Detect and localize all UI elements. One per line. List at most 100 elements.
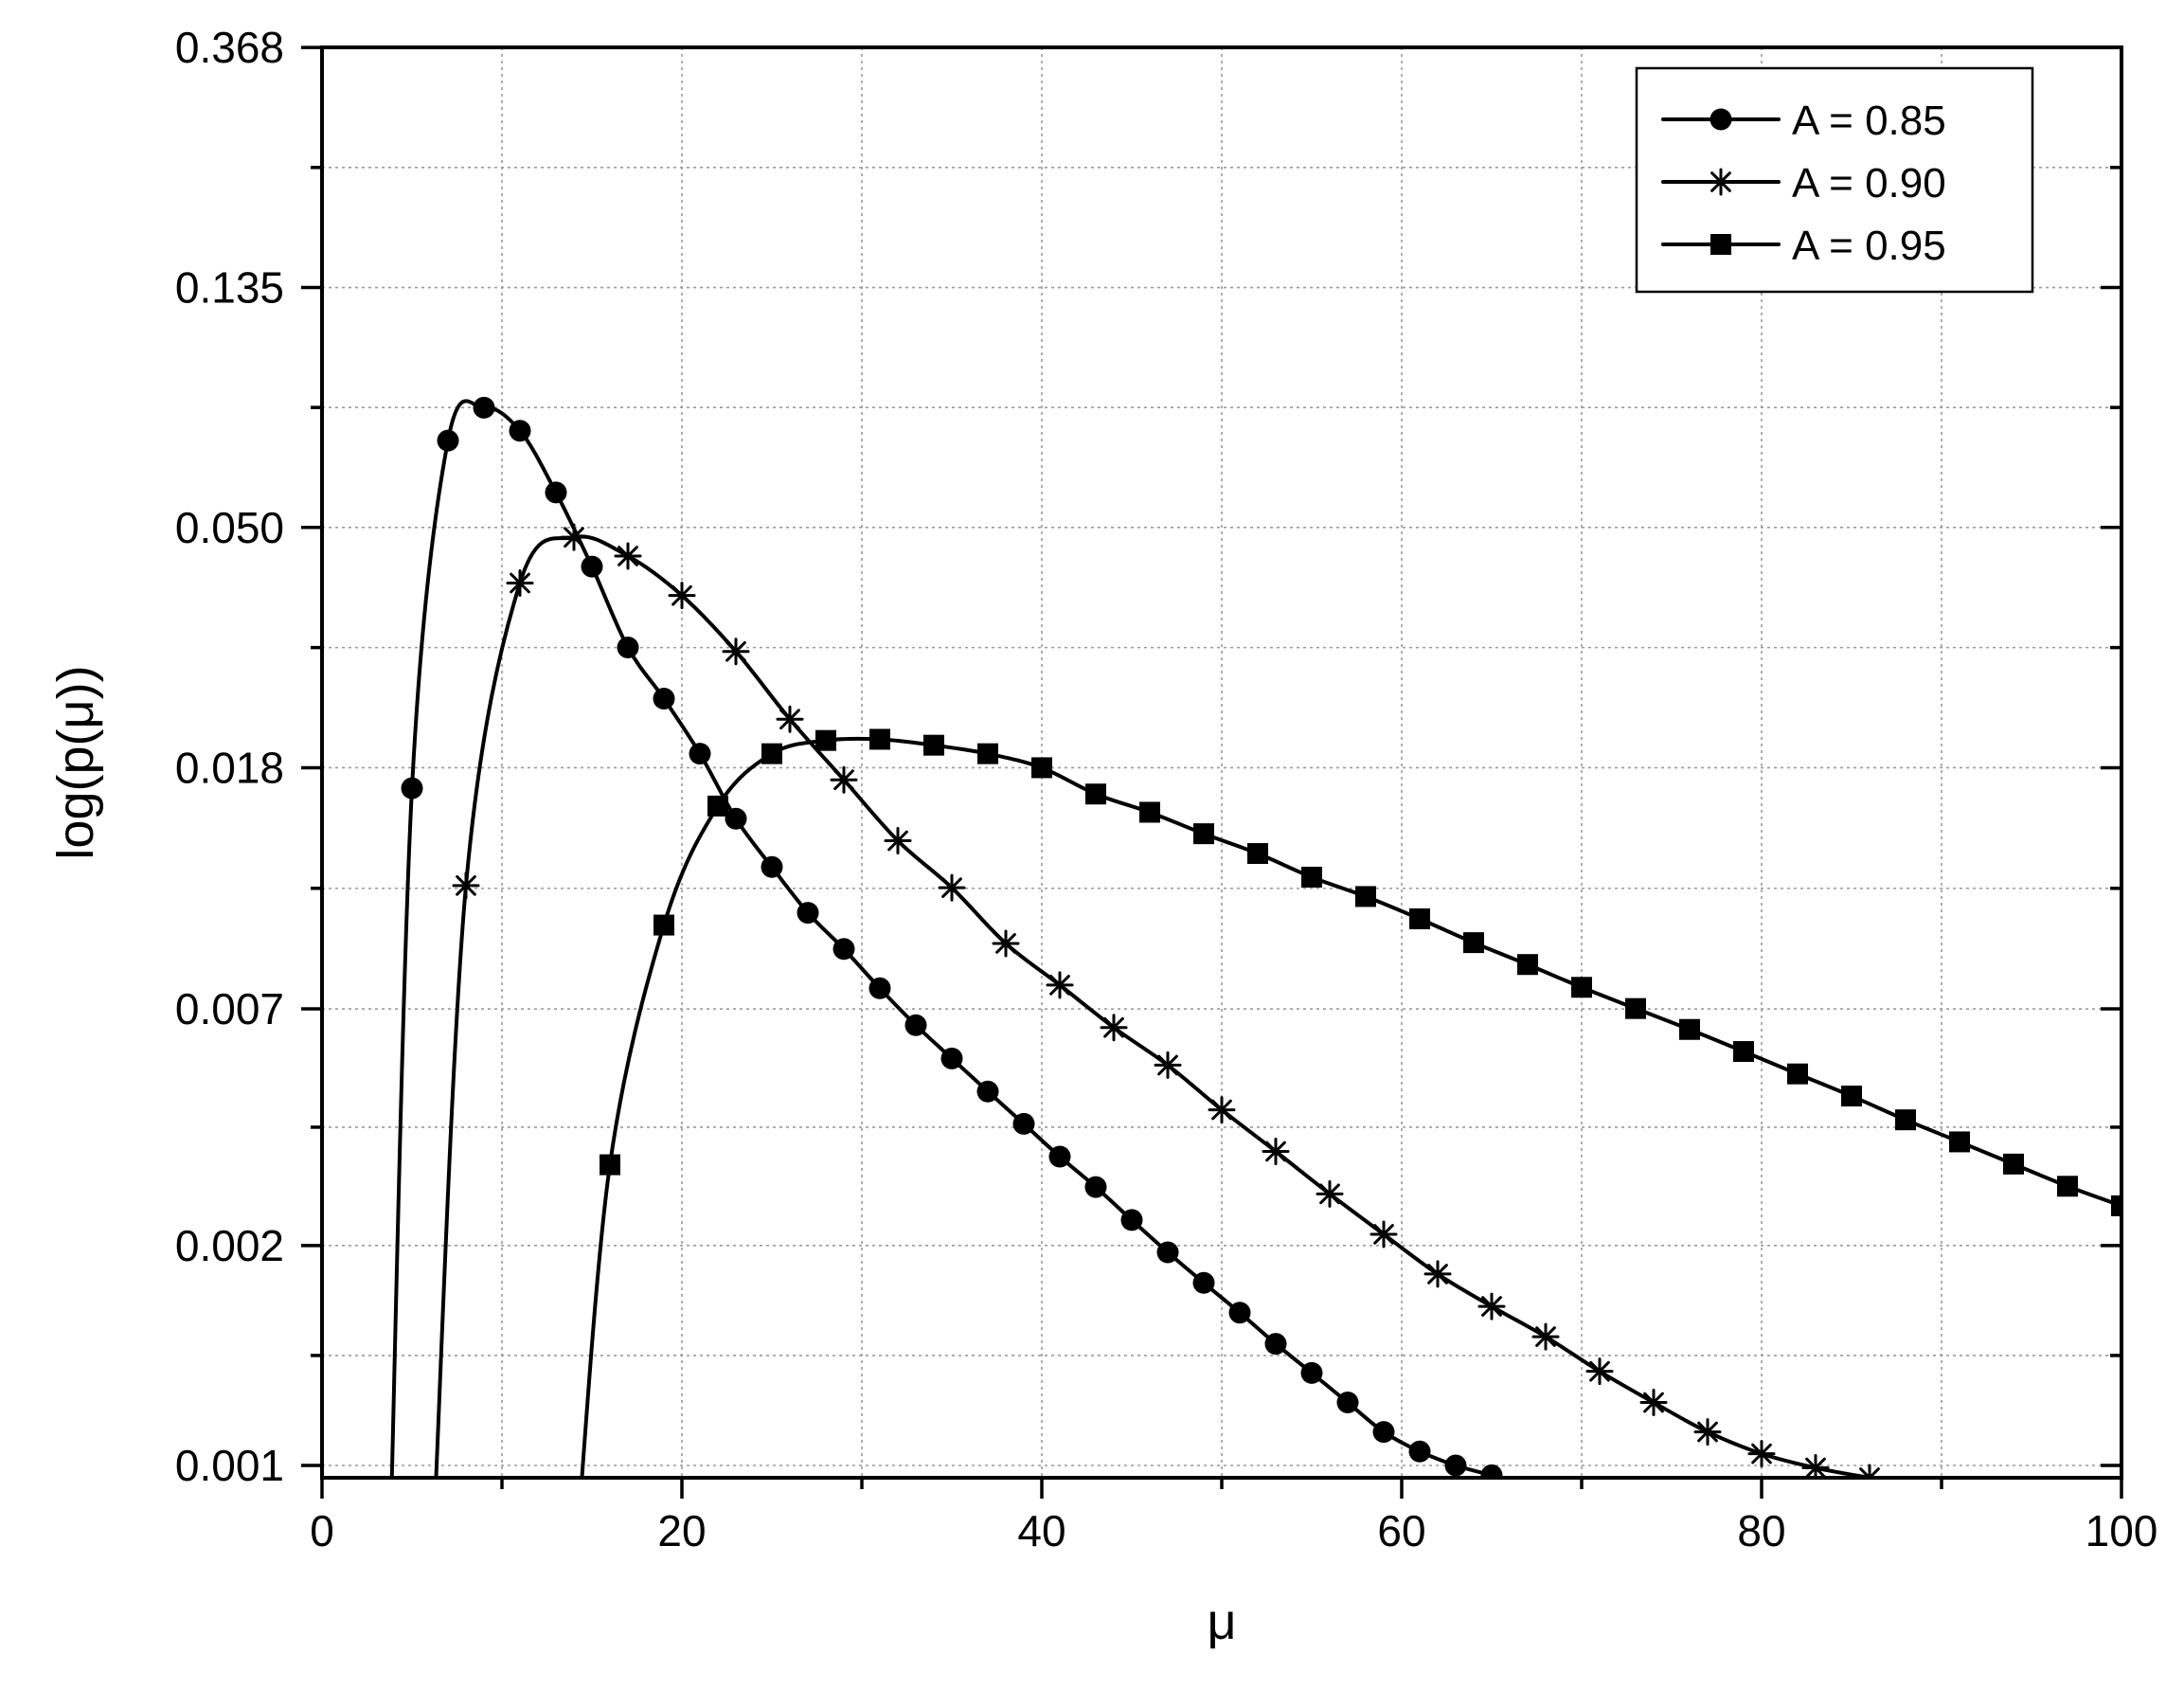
data-point bbox=[1046, 971, 1074, 999]
data-point bbox=[1228, 1302, 1251, 1324]
data-point bbox=[940, 1047, 963, 1069]
data-point bbox=[1531, 1322, 1560, 1351]
legend-entry: A = 0.95 bbox=[1661, 223, 1946, 269]
data-point bbox=[976, 1080, 999, 1103]
data-point bbox=[2003, 1153, 2024, 1175]
y-tick-label: 0.368 bbox=[175, 23, 284, 72]
data-point bbox=[1571, 977, 1592, 998]
data-point bbox=[977, 743, 998, 764]
data-point bbox=[545, 481, 567, 504]
y-tick-label: 0.002 bbox=[175, 1221, 284, 1270]
data-point bbox=[761, 743, 782, 764]
data-point bbox=[1423, 1260, 1452, 1288]
data-point bbox=[1084, 1176, 1107, 1198]
legend-entry: A = 0.85 bbox=[1661, 98, 1946, 144]
data-point bbox=[1120, 1209, 1143, 1231]
data-point bbox=[707, 795, 728, 817]
data-point bbox=[614, 542, 642, 570]
data-point bbox=[1012, 1112, 1035, 1135]
data-point bbox=[1855, 1464, 1884, 1478]
data-point bbox=[1031, 757, 1052, 779]
data-point bbox=[1895, 1109, 1916, 1131]
series-a-090 bbox=[434, 523, 1884, 1478]
x-tick-label: 40 bbox=[1017, 1506, 1065, 1555]
data-point bbox=[401, 777, 423, 800]
series-line bbox=[389, 399, 1494, 1478]
grid bbox=[322, 47, 2121, 1478]
legend-entry: A = 0.90 bbox=[1661, 160, 1946, 207]
data-point bbox=[1733, 1041, 1754, 1063]
data-point bbox=[869, 728, 890, 750]
data-point bbox=[1679, 1018, 1700, 1040]
axis-ticks bbox=[301, 45, 2123, 1499]
data-point bbox=[1264, 1333, 1287, 1356]
data-point bbox=[1408, 1440, 1431, 1463]
data-point bbox=[868, 977, 891, 999]
data-point bbox=[1262, 1137, 1290, 1165]
y-tick-labels: 0.001 0.002 0.007 0.018 0.050 0.135 0.368 bbox=[175, 23, 284, 1490]
data-point bbox=[1316, 1179, 1344, 1208]
data-point bbox=[1208, 1096, 1236, 1124]
data-point bbox=[1801, 1454, 1830, 1478]
data-point bbox=[1639, 1389, 1668, 1417]
x-tick-label: 20 bbox=[657, 1506, 706, 1555]
data-point bbox=[452, 871, 480, 900]
data-point bbox=[689, 743, 711, 765]
data-point bbox=[938, 873, 966, 902]
data-point bbox=[1463, 932, 1484, 954]
data-point bbox=[560, 523, 588, 551]
legend-label: A = 0.95 bbox=[1792, 223, 1946, 269]
legend-marker bbox=[1710, 234, 1731, 255]
data-point bbox=[722, 638, 750, 666]
y-tick-label: 0.001 bbox=[175, 1441, 284, 1490]
data-point bbox=[832, 938, 855, 961]
data-point bbox=[653, 688, 675, 710]
data-point bbox=[776, 705, 804, 733]
data-point bbox=[600, 1154, 620, 1176]
data-point bbox=[509, 420, 531, 442]
x-tick-label: 60 bbox=[1377, 1506, 1425, 1555]
data-point bbox=[1301, 866, 1322, 888]
plot-series bbox=[389, 396, 2121, 1478]
data-point bbox=[473, 396, 495, 419]
data-point bbox=[1477, 1292, 1506, 1321]
series-line bbox=[580, 736, 2121, 1478]
legend-marker bbox=[1707, 168, 1735, 196]
data-point bbox=[1480, 1464, 1503, 1478]
data-point bbox=[1787, 1063, 1808, 1085]
data-point bbox=[1154, 1051, 1182, 1079]
data-point bbox=[668, 582, 696, 610]
data-point bbox=[1355, 886, 1376, 907]
data-point bbox=[1693, 1418, 1722, 1446]
data-point bbox=[1192, 1271, 1215, 1294]
data-point bbox=[1625, 997, 1646, 1019]
data-point bbox=[1156, 1241, 1179, 1264]
data-point bbox=[1100, 1014, 1128, 1042]
data-point bbox=[617, 637, 639, 659]
series-line bbox=[434, 534, 1871, 1478]
data-point bbox=[1369, 1220, 1398, 1249]
x-tick-label: 100 bbox=[2086, 1506, 2158, 1555]
data-point bbox=[797, 902, 819, 925]
series-a-085 bbox=[389, 396, 1503, 1478]
legend-label: A = 0.85 bbox=[1792, 98, 1946, 144]
data-point bbox=[1372, 1421, 1395, 1444]
legend: A = 0.85 A = 0.90 A = 0.95 bbox=[1635, 66, 2034, 294]
data-point bbox=[653, 914, 674, 936]
data-point bbox=[1300, 1361, 1323, 1384]
data-point bbox=[1048, 1145, 1071, 1168]
legend-entries: A = 0.85 A = 0.90 A = 0.95 bbox=[1661, 98, 1946, 269]
data-point bbox=[1949, 1131, 1970, 1153]
y-tick-label: 0.018 bbox=[175, 743, 284, 792]
x-axis-title: μ bbox=[1207, 1593, 1236, 1650]
data-point bbox=[992, 929, 1020, 958]
data-point bbox=[506, 568, 534, 597]
y-tick-label: 0.135 bbox=[175, 263, 284, 313]
data-point bbox=[904, 1014, 927, 1036]
data-point bbox=[923, 734, 944, 756]
data-point bbox=[1139, 801, 1160, 823]
legend-label: A = 0.90 bbox=[1792, 160, 1946, 207]
data-point bbox=[1585, 1357, 1614, 1386]
data-point bbox=[437, 429, 459, 452]
